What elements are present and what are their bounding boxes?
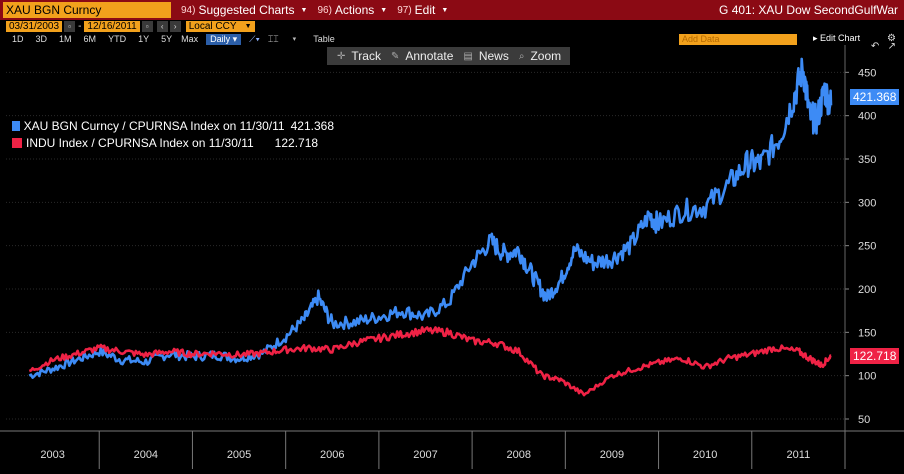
y-tick-label: 300 — [858, 197, 876, 209]
period-ytd[interactable]: YTD — [108, 34, 127, 44]
edit-chart-label: Edit Chart — [820, 33, 861, 43]
period-bar: 1D 3D 1M 6M YTD 1Y 5Y Max Daily ▾ ⟋▾ ⌶⌶ … — [0, 33, 904, 45]
suggested-charts-menu[interactable]: 94) Suggested Charts ▼ — [181, 3, 307, 17]
menu-label: Actions — [334, 3, 375, 17]
chart-area[interactable]: 50 100 150 200 250 300 350 400 450 2003 2004 2005 20… — [0, 45, 904, 469]
period-3d[interactable]: 3D — [35, 34, 48, 44]
chevron-down-icon: ▼ — [380, 6, 388, 14]
track-button[interactable]: ✛ Track — [337, 49, 381, 63]
period-1d[interactable]: 1D — [12, 34, 24, 44]
x-tick-label: 2003 — [40, 449, 64, 461]
edit-menu[interactable]: 97) Edit ▼ — [397, 3, 448, 17]
chevron-right-icon[interactable]: › — [169, 21, 181, 32]
start-date-input[interactable]: 03/31/2003 — [6, 21, 63, 32]
x-tick-label: 2010 — [693, 449, 717, 461]
x-tick-label: 2004 — [134, 449, 158, 461]
period-6m[interactable]: 6M — [83, 34, 97, 44]
x-tick-label: 2009 — [600, 449, 624, 461]
chart-toolbar: ✛ Track ✎ Annotate ▤ News ⌕ Zoom — [327, 47, 570, 65]
legend-entry[interactable]: INDU Index / CPURNSA Index on 11/30/11 1… — [9, 134, 334, 151]
security-input[interactable]: XAU BGN Curncy — [3, 2, 171, 18]
undo-icon[interactable]: ↶ ↗ — [870, 41, 896, 52]
gear-icon[interactable]: ⚙ — [887, 33, 896, 44]
chevron-down-icon: ▼ — [441, 6, 449, 14]
news-icon: ▤ — [463, 50, 473, 62]
last-value-label: 421.368 — [850, 89, 900, 106]
menu-number: 94) — [181, 4, 196, 16]
track-label: Track — [351, 49, 381, 63]
legend-swatch — [12, 120, 20, 131]
period-max[interactable]: Max — [181, 34, 199, 44]
y-tick-label: 400 — [858, 111, 876, 123]
crosshair-icon: ✛ — [337, 50, 346, 62]
chevron-down-icon: ▼ — [300, 6, 308, 14]
x-axis-band — [0, 431, 904, 469]
period-1y[interactable]: 1Y — [138, 34, 150, 44]
top-menu-bar: XAU BGN Curncy 94) Suggested Charts ▼ 96… — [0, 0, 904, 20]
indu-series-line — [28, 326, 832, 397]
legend-label: INDU Index / CPURNSA Index on 11/30/11 — [26, 135, 254, 150]
legend-label: XAU BGN Curncy / CPURNSA Index on 11/30/… — [23, 118, 285, 133]
period-1m[interactable]: 1M — [59, 34, 72, 44]
chevron-down-icon[interactable]: ▾ — [292, 36, 297, 43]
end-date-input[interactable]: 12/16/2011 — [84, 21, 140, 32]
x-tick-label: 2006 — [320, 449, 344, 461]
menu-label: Edit — [414, 3, 436, 17]
legend-value: 122.718 — [274, 135, 319, 150]
calendar-icon[interactable]: ▫ — [141, 21, 153, 32]
y-tick-label: 200 — [858, 284, 876, 296]
table-button[interactable]: Table — [313, 34, 335, 44]
chevron-down-icon: ▼ — [244, 23, 252, 30]
menu-number: 97) — [397, 4, 412, 16]
menu-label: Suggested Charts — [198, 3, 295, 17]
edit-chart-button[interactable]: ▸ Edit Chart — [813, 33, 860, 44]
y-tick-label: 250 — [858, 241, 876, 253]
annotate-label: Annotate — [405, 49, 454, 63]
chevron-left-icon[interactable]: ‹ — [156, 21, 168, 32]
range-dash: - — [78, 21, 82, 32]
price-chart: 50 100 150 200 250 300 350 400 450 2003 2004 2005 20… — [0, 45, 904, 469]
currency-label: Local CCY — [188, 21, 237, 32]
legend-swatch — [12, 137, 22, 148]
y-tick-label: 100 — [858, 371, 876, 383]
x-tick-label: 2005 — [227, 449, 251, 461]
legend-entry[interactable]: XAU BGN Curncy / CPURNSA Index on 11/30/… — [9, 117, 334, 134]
bar-type-icon[interactable]: ⌶⌶ — [267, 33, 279, 44]
chevron-down-icon: ▸ — [813, 33, 818, 43]
y-tick-label: 350 — [858, 154, 876, 166]
chart-legend: XAU BGN Curncy / CPURNSA Index on 11/30/… — [9, 117, 334, 153]
frequency-label: Daily — [210, 33, 231, 44]
zoom-icon: ⌕ — [518, 50, 525, 62]
news-button[interactable]: ▤ News — [463, 49, 508, 63]
legend-value: 421.368 — [290, 118, 334, 133]
chart-title: G 401: XAU Dow SecondGulfWar — [719, 3, 898, 17]
currency-select[interactable]: Local CCY ▼ — [185, 21, 255, 32]
x-tick-label: 2011 — [787, 449, 811, 461]
pencil-icon: ✎ — [390, 50, 400, 62]
x-tick-label: 2007 — [413, 449, 437, 461]
period-5y[interactable]: 5Y — [161, 34, 173, 44]
y-tick-label: 50 — [858, 414, 870, 426]
line-chart-icon[interactable]: ⟋▾ — [249, 33, 260, 44]
y-tick-label: 450 — [858, 67, 876, 79]
calendar-icon[interactable]: ▫ — [64, 21, 76, 32]
zoom-label: Zoom — [530, 49, 562, 63]
zoom-button[interactable]: ⌕ Zoom — [519, 49, 561, 63]
last-value-label: 122.718 — [850, 347, 900, 364]
add-data-input[interactable]: Add Data — [679, 34, 797, 45]
date-range-bar: 03/31/2003 ▫ - 12/16/2011 ▫ ‹ › Local CC… — [0, 20, 904, 52]
frequency-select[interactable]: Daily ▾ — [206, 33, 242, 45]
actions-menu[interactable]: 96) Actions ▼ — [317, 3, 387, 17]
annotate-button[interactable]: ✎ Annotate — [391, 49, 453, 63]
menu-number: 96) — [317, 4, 332, 16]
y-tick-label: 150 — [858, 327, 876, 339]
x-tick-label: 2008 — [506, 449, 530, 461]
news-label: News — [478, 49, 509, 63]
